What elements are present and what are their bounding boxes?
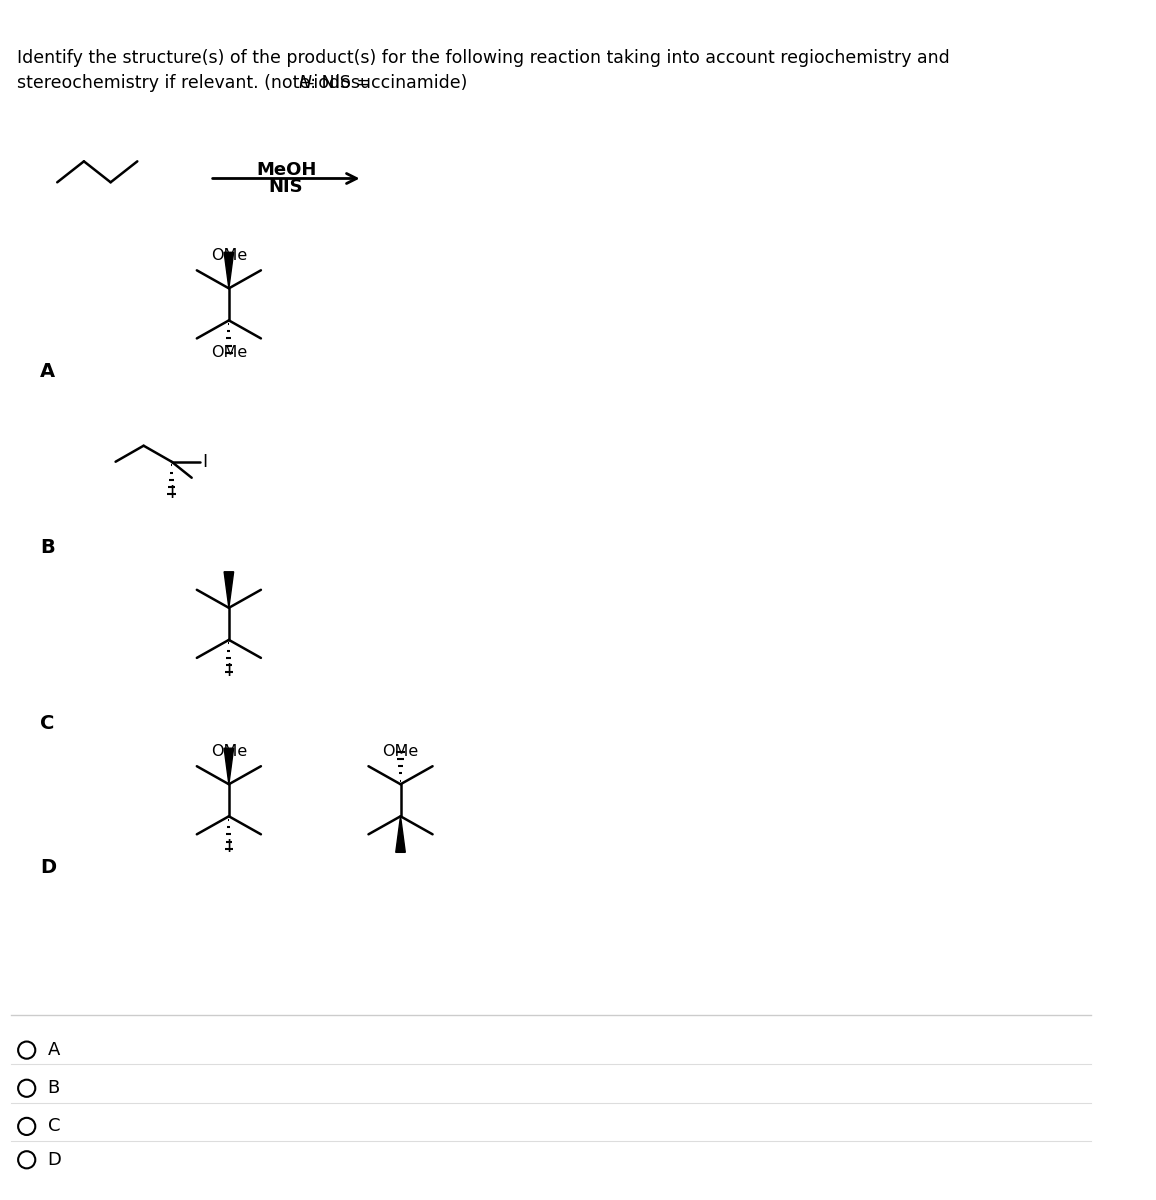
- Polygon shape: [224, 252, 234, 288]
- Text: B: B: [47, 1079, 60, 1097]
- Text: NIS: NIS: [269, 178, 303, 196]
- Text: MeOH: MeOH: [255, 161, 317, 179]
- Text: OMe: OMe: [210, 346, 247, 360]
- Polygon shape: [224, 748, 234, 785]
- Text: OMe: OMe: [210, 248, 247, 264]
- Text: I: I: [398, 838, 403, 856]
- Text: I: I: [227, 661, 231, 679]
- Text: C: C: [40, 714, 54, 733]
- Text: stereochemistry if relevant. (note: NIS =: stereochemistry if relevant. (note: NIS …: [17, 73, 377, 91]
- Text: I: I: [169, 484, 175, 502]
- Text: N: N: [298, 73, 311, 91]
- Text: B: B: [40, 538, 54, 557]
- Text: A: A: [47, 1042, 60, 1060]
- Polygon shape: [224, 571, 234, 608]
- Text: I: I: [227, 838, 231, 856]
- Polygon shape: [395, 816, 406, 852]
- Text: OMe: OMe: [210, 744, 247, 760]
- Text: OMe: OMe: [383, 744, 418, 760]
- Text: D: D: [47, 1151, 61, 1169]
- Text: Identify the structure(s) of the product(s) for the following reaction taking in: Identify the structure(s) of the product…: [17, 49, 950, 67]
- Text: I: I: [202, 452, 208, 470]
- Text: -iodosuccinamide): -iodosuccinamide): [307, 73, 467, 91]
- Text: C: C: [47, 1117, 60, 1135]
- Text: D: D: [40, 858, 57, 876]
- Text: A: A: [40, 361, 55, 380]
